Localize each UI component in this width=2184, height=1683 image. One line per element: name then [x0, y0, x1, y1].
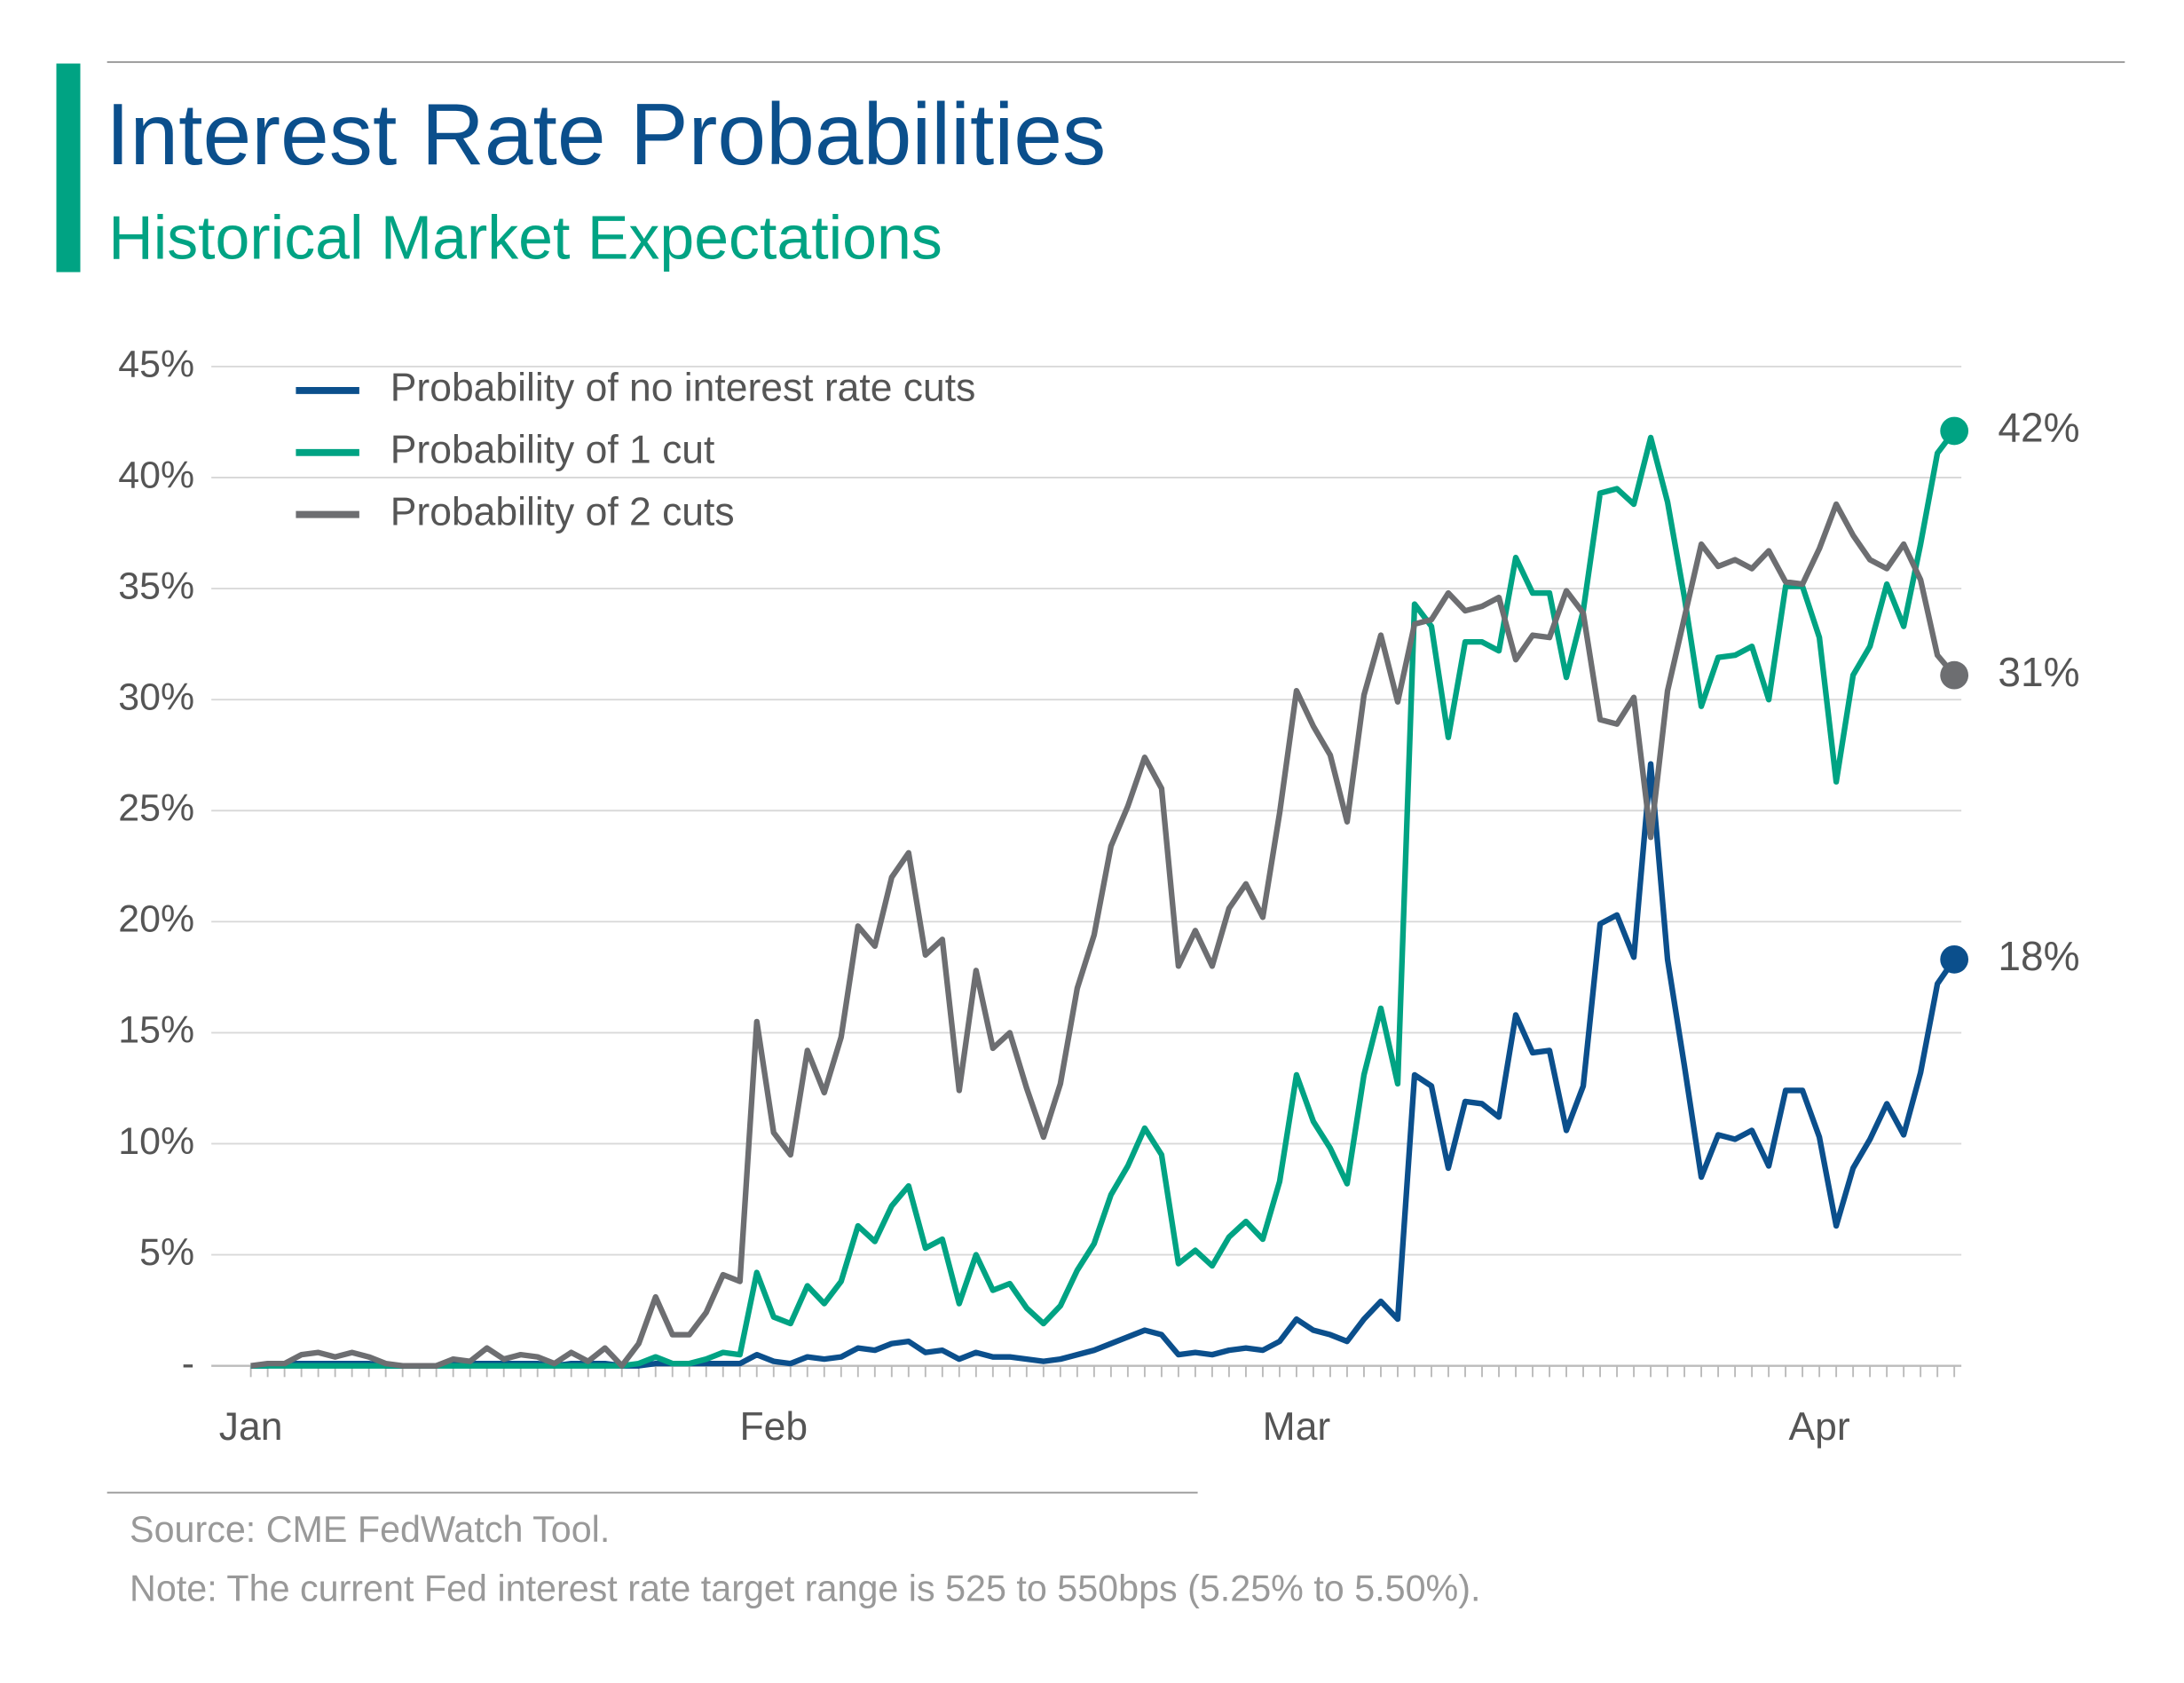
legend-label: Probability of 1 cut [390, 429, 715, 472]
note: Note: The current Fed interest rate targ… [130, 1568, 1480, 1609]
x-tick-label: Jan [219, 1405, 283, 1449]
y-tick-label: 5% [139, 1231, 194, 1274]
end-point [1940, 944, 1969, 974]
chart-subtitle: Historical Market Expectations [108, 203, 942, 273]
accent-bar [56, 63, 81, 273]
x-tick-label: Feb [739, 1405, 808, 1449]
legend-label: Probability of 2 cuts [390, 490, 735, 533]
y-tick-label: 35% [118, 565, 194, 607]
value-label: 18% [1998, 933, 2079, 979]
x-tick-label: Mar [1263, 1405, 1331, 1449]
value-label: 31% [1998, 649, 2079, 695]
end-point [1940, 660, 1969, 690]
end-point [1940, 416, 1969, 446]
y-tick-label: 25% [118, 787, 194, 830]
legend-label: Probability of no interest rate cuts [390, 367, 975, 410]
y-tick-label: 15% [118, 1009, 194, 1052]
series-line [250, 501, 1957, 1369]
value-label: 42% [1998, 405, 2079, 451]
y-tick-label: 30% [118, 676, 194, 718]
y-tick-label: 10% [118, 1120, 194, 1163]
y-tick-label: 40% [118, 454, 194, 496]
y-tick-label: 45% [118, 343, 194, 385]
y-tick-label: 20% [118, 898, 194, 941]
series-line [250, 429, 1957, 1369]
chart-title: Interest Rate Probabilities [106, 85, 1106, 183]
y-tick-label: - [182, 1342, 194, 1385]
x-tick-label: Apr [1789, 1405, 1850, 1449]
source: Source: CME FedWatch Tool. [130, 1509, 610, 1550]
